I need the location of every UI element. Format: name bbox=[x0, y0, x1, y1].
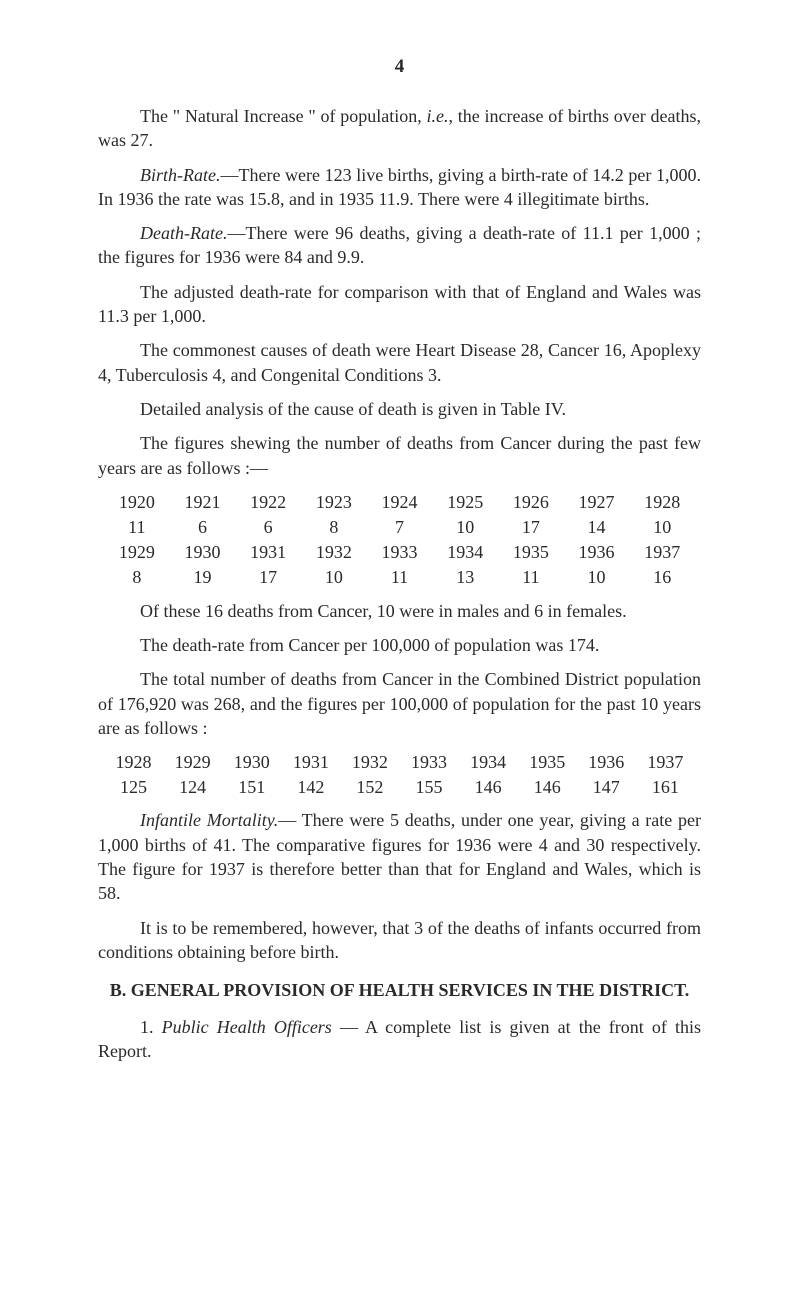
cell: 161 bbox=[636, 775, 695, 800]
text: 1. bbox=[140, 1017, 162, 1037]
cell: 1933 bbox=[399, 750, 458, 775]
paragraph-infantile-mortality: Infantile Mortality.— There were 5 death… bbox=[98, 808, 701, 905]
cell: 6 bbox=[170, 515, 236, 540]
cell: 14 bbox=[564, 515, 630, 540]
cell: 10 bbox=[432, 515, 498, 540]
table-row: 1929 1930 1931 1932 1933 1934 1935 1936 … bbox=[98, 540, 701, 565]
paragraph-adjusted-death-rate: The adjusted death-rate for comparison w… bbox=[98, 280, 701, 329]
text: The " Natural Increase " of population, bbox=[140, 106, 426, 126]
cancer-deaths-table: 1920 1921 1922 1923 1924 1925 1926 1927 … bbox=[98, 490, 701, 591]
paragraph-cancer-intro: The figures shewing the number of deaths… bbox=[98, 431, 701, 480]
page-number: 4 bbox=[98, 56, 701, 78]
italic-heading: Death-Rate. bbox=[140, 223, 227, 243]
cell: 16 bbox=[629, 565, 695, 590]
paragraph-common-causes: The commonest causes of death were Heart… bbox=[98, 338, 701, 387]
cell: 125 bbox=[104, 775, 163, 800]
cell: 1928 bbox=[104, 750, 163, 775]
cell: 1937 bbox=[629, 540, 695, 565]
paragraph-table-ref: Detailed analysis of the cause of death … bbox=[98, 397, 701, 421]
cell: 1932 bbox=[340, 750, 399, 775]
cell: 147 bbox=[577, 775, 636, 800]
cell: 1931 bbox=[281, 750, 340, 775]
cell: 1927 bbox=[564, 490, 630, 515]
cell: 1935 bbox=[498, 540, 564, 565]
paragraph-natural-increase: The " Natural Increase " of population, … bbox=[98, 104, 701, 153]
italic-text: i.e. bbox=[426, 106, 448, 126]
cell: 146 bbox=[518, 775, 577, 800]
cell: 13 bbox=[432, 565, 498, 590]
cell: 1934 bbox=[459, 750, 518, 775]
cell: 10 bbox=[301, 565, 367, 590]
cell: 10 bbox=[629, 515, 695, 540]
cell: 1933 bbox=[367, 540, 433, 565]
italic-text: Public Health Officers bbox=[162, 1017, 332, 1037]
cell: 10 bbox=[564, 565, 630, 590]
table-row: 11 6 6 8 7 10 17 14 10 bbox=[98, 515, 701, 540]
cell: 17 bbox=[498, 515, 564, 540]
cell: 11 bbox=[498, 565, 564, 590]
cell: 6 bbox=[235, 515, 301, 540]
cell: 8 bbox=[301, 515, 367, 540]
cell: 17 bbox=[235, 565, 301, 590]
cell: 1923 bbox=[301, 490, 367, 515]
cell: 1922 bbox=[235, 490, 301, 515]
cell: 151 bbox=[222, 775, 281, 800]
cell: 155 bbox=[399, 775, 458, 800]
cell: 1926 bbox=[498, 490, 564, 515]
table-row: 8 19 17 10 11 13 11 10 16 bbox=[98, 565, 701, 590]
italic-heading: Birth-Rate. bbox=[140, 165, 220, 185]
cell: 1931 bbox=[235, 540, 301, 565]
cell: 1929 bbox=[104, 540, 170, 565]
cell: 1937 bbox=[636, 750, 695, 775]
cell: 142 bbox=[281, 775, 340, 800]
cell: 1930 bbox=[170, 540, 236, 565]
cell: 1936 bbox=[577, 750, 636, 775]
cell: 1930 bbox=[222, 750, 281, 775]
table-row: 125 124 151 142 152 155 146 146 147 161 bbox=[98, 775, 701, 800]
paragraph-cancer-gender: Of these 16 deaths from Cancer, 10 were … bbox=[98, 599, 701, 623]
cell: 1934 bbox=[432, 540, 498, 565]
paragraph-infant-deaths: It is to be remembered, however, that 3 … bbox=[98, 916, 701, 965]
cell: 146 bbox=[459, 775, 518, 800]
cell: 8 bbox=[104, 565, 170, 590]
cell: 1936 bbox=[564, 540, 630, 565]
table-row: 1920 1921 1922 1923 1924 1925 1926 1927 … bbox=[98, 490, 701, 515]
paragraph-birth-rate: Birth-Rate.—There were 123 live births, … bbox=[98, 163, 701, 212]
paragraph-cancer-rate: The death-rate from Cancer per 100,000 o… bbox=[98, 633, 701, 657]
cell: 1925 bbox=[432, 490, 498, 515]
cell: 124 bbox=[163, 775, 222, 800]
cell: 1932 bbox=[301, 540, 367, 565]
cell: 1935 bbox=[518, 750, 577, 775]
paragraph-combined-district: The total number of deaths from Cancer i… bbox=[98, 667, 701, 740]
combined-district-table: 1928 1929 1930 1931 1932 1933 1934 1935 … bbox=[98, 750, 701, 800]
cell: 152 bbox=[340, 775, 399, 800]
cell: 11 bbox=[104, 515, 170, 540]
cell: 11 bbox=[367, 565, 433, 590]
table-row: 1928 1929 1930 1931 1932 1933 1934 1935 … bbox=[98, 750, 701, 775]
paragraph-death-rate: Death-Rate.—There were 96 deaths, giving… bbox=[98, 221, 701, 270]
cell: 1921 bbox=[170, 490, 236, 515]
cell: 7 bbox=[367, 515, 433, 540]
cell: 1928 bbox=[629, 490, 695, 515]
cell: 1924 bbox=[367, 490, 433, 515]
cell: 19 bbox=[170, 565, 236, 590]
cell: 1929 bbox=[163, 750, 222, 775]
cell: 1920 bbox=[104, 490, 170, 515]
section-b-heading: B. GENERAL PROVISION OF HEALTH SERVICES … bbox=[98, 978, 701, 1002]
italic-heading: Infantile Mortality. bbox=[140, 810, 278, 830]
paragraph-public-health-officers: 1. Public Health Officers — A complete l… bbox=[98, 1015, 701, 1064]
